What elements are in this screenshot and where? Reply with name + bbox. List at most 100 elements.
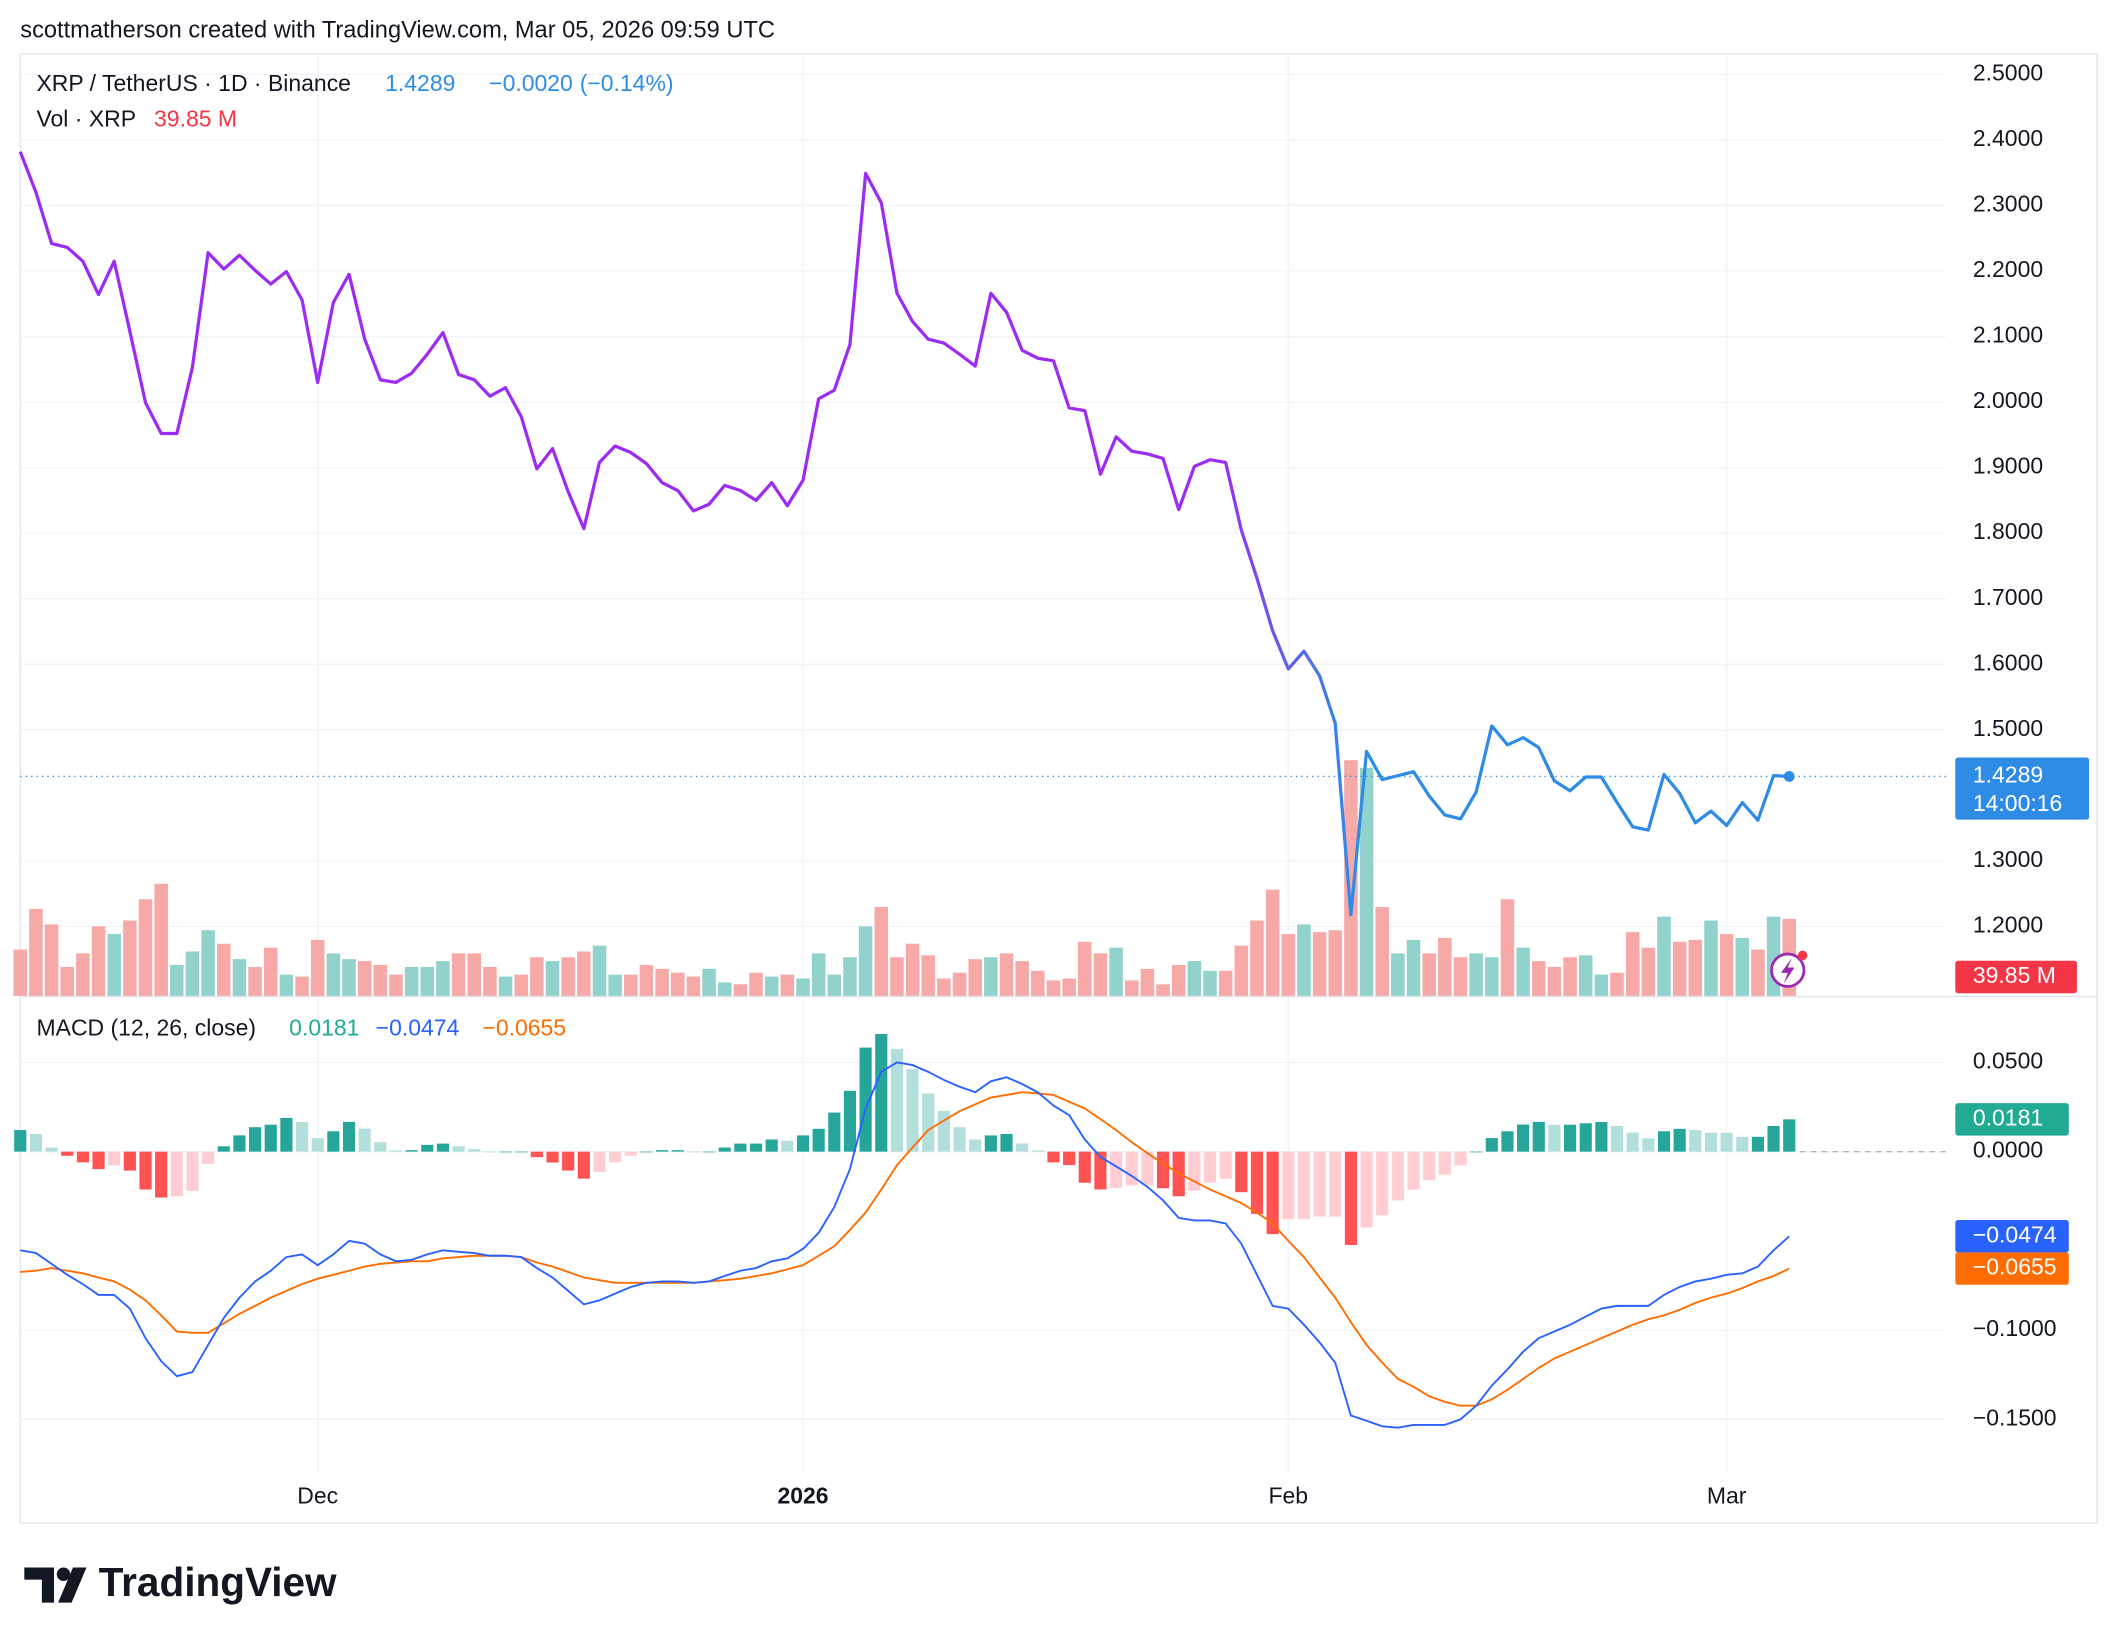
histogram-bar (249, 1127, 262, 1152)
volume-bar (389, 974, 403, 996)
histogram-bar (1423, 1151, 1436, 1181)
histogram-bar (671, 1150, 684, 1152)
header: scottmatherson created with TradingView.… (20, 17, 775, 43)
volume-bar (1265, 889, 1280, 996)
volume-bar (858, 926, 873, 996)
macd-badge (1955, 1220, 2069, 1253)
volume-bar (217, 943, 231, 996)
histogram-bar (1016, 1143, 1029, 1152)
histogram-bar (1313, 1151, 1326, 1217)
brand-logo (24, 1567, 87, 1603)
volume-bar (1485, 957, 1499, 996)
volume-bar (592, 945, 607, 996)
price-badge-label: 1.4289 (1973, 761, 2043, 787)
histogram-bar (577, 1151, 590, 1179)
histogram-badge (1955, 1103, 2069, 1136)
histogram-bar (1125, 1151, 1138, 1186)
y-tick-label: 2.2000 (1973, 256, 2043, 282)
histogram-bar (906, 1069, 919, 1152)
histogram-bar (1266, 1151, 1279, 1235)
volume-bar (91, 926, 106, 996)
histogram-bar (92, 1151, 105, 1170)
volume-bar (1062, 978, 1076, 996)
volume-bar (498, 976, 513, 996)
volume-bar (796, 978, 810, 996)
y-tick-label: 2.4000 (1973, 125, 2043, 151)
volume-bar (1516, 947, 1530, 996)
volume-bar (639, 964, 654, 996)
volume-bar (248, 966, 262, 996)
histogram-bar (1203, 1151, 1217, 1183)
histogram-bar (624, 1151, 637, 1156)
volume-bar (1281, 934, 1296, 996)
histogram-bar (593, 1151, 606, 1172)
macd-tick-label: 0.0000 (1973, 1137, 2043, 1163)
histogram-bar (530, 1151, 543, 1158)
x-tick-label: Feb (1268, 1482, 1308, 1508)
logo-t (24, 1567, 55, 1603)
histogram-bar (1751, 1136, 1765, 1152)
volume-bar (1625, 932, 1640, 996)
volume-bar (1031, 970, 1045, 996)
volume-bar (1657, 916, 1671, 996)
volume-bar (1563, 957, 1577, 996)
volume-bar (1250, 920, 1264, 996)
volume-bar (170, 964, 184, 996)
y-tick-label: 1.6000 (1973, 649, 2043, 675)
volume-bar (1532, 961, 1546, 996)
volume-bar (1578, 955, 1593, 996)
volume-bar (717, 982, 732, 996)
histogram-bar (1391, 1151, 1404, 1201)
volume-bar (310, 939, 325, 996)
histogram-bar (656, 1150, 669, 1152)
histogram-bar (937, 1110, 950, 1152)
histogram-bar (1376, 1151, 1389, 1216)
volume-bar (874, 907, 889, 996)
histogram-bar (1454, 1151, 1467, 1166)
histogram-bar (170, 1151, 183, 1197)
volume-bar (1046, 980, 1061, 996)
volume-bar (733, 984, 748, 996)
alert-icon (1770, 950, 1808, 988)
histogram-bar (264, 1124, 277, 1152)
volume-bar (1203, 970, 1217, 996)
volume-bar (1093, 953, 1108, 996)
histogram-bar (1438, 1151, 1451, 1175)
volume-bar (1500, 899, 1515, 996)
histogram-bar (1250, 1151, 1264, 1214)
volume-bar (1438, 937, 1452, 996)
histogram-bar (233, 1135, 246, 1152)
histogram-bar (1094, 1151, 1107, 1190)
volume-bar (905, 943, 920, 996)
histogram-bar (1031, 1150, 1044, 1152)
symbol-title: XRP / TetherUS · 1D · Binance (36, 70, 350, 96)
histogram-bar (734, 1143, 747, 1152)
histogram-bar (1329, 1151, 1342, 1217)
histogram-bar (436, 1143, 450, 1152)
signal-badge-label: −0.0655 (1973, 1254, 2057, 1280)
histogram-bar (1297, 1151, 1311, 1220)
volume-bar (295, 976, 309, 996)
volume-bar (1359, 767, 1374, 996)
histogram-bar (1063, 1151, 1076, 1166)
histogram-bar (108, 1151, 121, 1166)
volume-bar (1719, 934, 1734, 996)
histogram-bar (1657, 1131, 1671, 1152)
histogram-bar (1470, 1151, 1483, 1153)
chart-frame (19, 53, 2098, 1524)
volume-bar (1422, 953, 1436, 996)
volume-bar (1610, 972, 1624, 996)
signal-badge (1955, 1252, 2069, 1285)
histogram-bar (358, 1128, 371, 1152)
histogram-bar (405, 1150, 418, 1152)
histogram-bar (796, 1135, 810, 1152)
volume-bar (436, 961, 450, 996)
volume-bar (530, 957, 544, 996)
volume-bar (780, 974, 795, 996)
volume-bar (326, 953, 341, 996)
histogram-bar (687, 1151, 700, 1153)
y-tick-label: 2.5000 (1973, 59, 2043, 85)
y-tick-label: 2.0000 (1973, 387, 2043, 413)
histogram-bar (1156, 1151, 1170, 1189)
y-tick-label: 1.2000 (1973, 911, 2043, 937)
